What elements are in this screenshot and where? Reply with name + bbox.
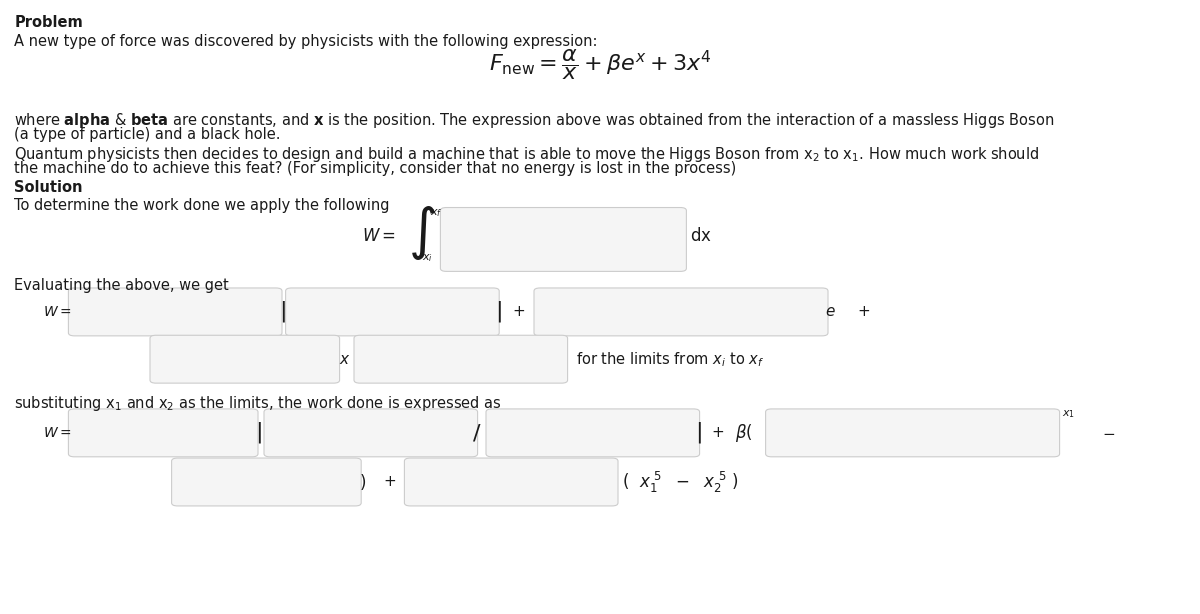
Text: $|$: $|$ xyxy=(254,421,262,445)
Text: $W =$: $W =$ xyxy=(43,426,72,440)
Text: $W =$: $W =$ xyxy=(43,305,72,319)
Text: where $\mathbf{alpha}$ & $\mathbf{beta}$ are constants, and $\mathbf{x}$ is the : where $\mathbf{alpha}$ & $\mathbf{beta}$… xyxy=(14,111,1055,130)
FancyBboxPatch shape xyxy=(486,409,700,457)
Text: $F_{\mathrm{new}} = \dfrac{\alpha}{x} + \beta e^x + 3x^4$: $F_{\mathrm{new}} = \dfrac{\alpha}{x} + … xyxy=(488,47,712,82)
Text: $W =$: $W =$ xyxy=(362,227,396,246)
Text: for the limits from $x_i$ to $x_f$: for the limits from $x_i$ to $x_f$ xyxy=(576,350,764,368)
FancyBboxPatch shape xyxy=(404,458,618,506)
FancyBboxPatch shape xyxy=(68,409,258,457)
FancyBboxPatch shape xyxy=(440,208,686,271)
FancyBboxPatch shape xyxy=(150,335,340,383)
Text: A new type of force was discovered by physicists with the following expression:: A new type of force was discovered by ph… xyxy=(14,34,598,49)
Text: $\beta($: $\beta($ xyxy=(736,422,752,444)
Text: $\int$: $\int$ xyxy=(408,204,436,262)
Text: $|$: $|$ xyxy=(278,300,286,324)
Text: $e$: $e$ xyxy=(826,305,835,319)
Text: Quantum physicists then decides to design and build a machine that is able to mo: Quantum physicists then decides to desig… xyxy=(14,145,1039,164)
Text: Problem: Problem xyxy=(14,15,83,30)
Text: the machine do to achieve this feat? (For simplicity, consider that no energy is: the machine do to achieve this feat? (Fo… xyxy=(14,161,737,176)
Text: Solution: Solution xyxy=(14,180,83,195)
Text: (a type of particle) and a black hole.: (a type of particle) and a black hole. xyxy=(14,127,281,142)
Text: To determine the work done we apply the following: To determine the work done we apply the … xyxy=(14,198,390,212)
FancyBboxPatch shape xyxy=(534,288,828,336)
Text: $/$: $/$ xyxy=(472,422,481,443)
Text: $+$: $+$ xyxy=(858,305,870,319)
Text: $+$: $+$ xyxy=(712,426,724,440)
FancyBboxPatch shape xyxy=(286,288,499,336)
FancyBboxPatch shape xyxy=(354,335,568,383)
Text: $x_f$: $x_f$ xyxy=(430,207,442,219)
Text: $x$: $x$ xyxy=(338,352,350,367)
FancyBboxPatch shape xyxy=(264,409,478,457)
FancyBboxPatch shape xyxy=(766,409,1060,457)
Text: Evaluating the above, we get: Evaluating the above, we get xyxy=(14,278,229,292)
Text: $x_1$: $x_1$ xyxy=(1062,408,1075,421)
Text: $|$: $|$ xyxy=(494,300,502,324)
Text: $(\ \ x_1^{\ 5}\ \ -\ \ x_2^{\ 5}\ )$: $(\ \ x_1^{\ 5}\ \ -\ \ x_2^{\ 5}\ )$ xyxy=(622,470,738,494)
Text: $)$: $)$ xyxy=(359,472,366,492)
Text: $+$: $+$ xyxy=(384,475,396,489)
Text: substituting x$_1$ and x$_2$ as the limits, the work done is expressed as: substituting x$_1$ and x$_2$ as the limi… xyxy=(14,394,503,413)
Text: $x_i$: $x_i$ xyxy=(422,252,433,264)
Text: $+$: $+$ xyxy=(512,305,524,319)
Text: $|$: $|$ xyxy=(695,421,702,445)
FancyBboxPatch shape xyxy=(68,288,282,336)
FancyBboxPatch shape xyxy=(172,458,361,506)
Text: $-$: $-$ xyxy=(1102,426,1115,440)
Text: $\mathrm{dx}$: $\mathrm{dx}$ xyxy=(690,227,712,246)
